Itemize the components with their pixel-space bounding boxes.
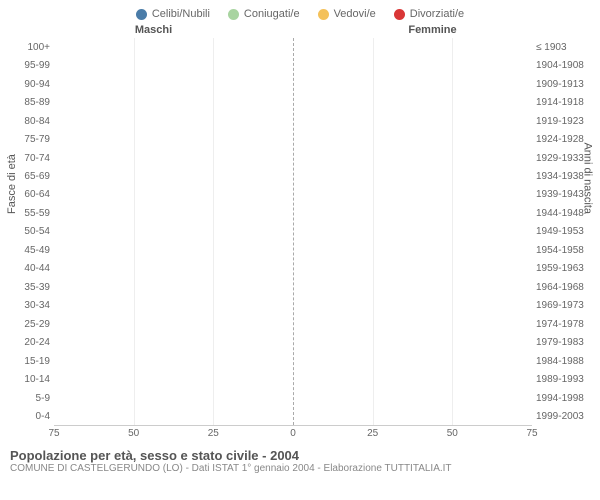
birth-label: 1984-1988: [536, 352, 590, 370]
age-axis: 100+95-9990-9485-8980-8475-7970-7465-696…: [10, 38, 54, 426]
legend-swatch: [318, 9, 329, 20]
age-label: 95-99: [10, 56, 50, 74]
birth-label: 1969-1973: [536, 297, 590, 315]
bars-area: [54, 38, 532, 426]
age-label: 50-54: [10, 223, 50, 241]
birth-label: 1909-1913: [536, 75, 590, 93]
age-label: 0-4: [10, 407, 50, 425]
age-label: 20-24: [10, 334, 50, 352]
age-label: 35-39: [10, 278, 50, 296]
legend-label: Celibi/Nubili: [152, 8, 210, 20]
chart-title: Popolazione per età, sesso e stato civil…: [10, 448, 590, 463]
y-right-title: Anni di nascita: [582, 142, 594, 214]
x-ticks: 7550250255075: [54, 428, 532, 442]
age-label: 5-9: [10, 389, 50, 407]
age-label: 45-49: [10, 241, 50, 259]
chart-source: COMUNE DI CASTELGERUNDO (LO) - Dati ISTA…: [10, 463, 590, 474]
x-tick: 75: [48, 428, 59, 439]
legend-swatch: [228, 9, 239, 20]
legend-label: Coniugati/e: [244, 8, 300, 20]
plot-area: Fasce di età Anni di nascita 100+95-9990…: [10, 38, 590, 426]
footer: Popolazione per età, sesso e stato civil…: [10, 448, 590, 474]
age-label: 75-79: [10, 130, 50, 148]
x-tick: 50: [447, 428, 458, 439]
x-axis: 75 50 25 0 25 50 75: [10, 428, 590, 442]
age-label: 25-29: [10, 315, 50, 333]
birth-label: 1999-2003: [536, 407, 590, 425]
birth-axis: ≤ 19031904-19081909-19131914-19181919-19…: [532, 38, 590, 426]
female-bars: [293, 38, 532, 425]
birth-label: 1949-1953: [536, 223, 590, 241]
legend-item: Vedovi/e: [318, 8, 376, 20]
legend: Celibi/Nubili Coniugati/e Vedovi/e Divorzia…: [10, 8, 590, 20]
male-bars: [54, 38, 293, 425]
birth-label: 1919-1923: [536, 112, 590, 130]
x-tick: 25: [208, 428, 219, 439]
gridline: [134, 38, 135, 425]
legend-item: Coniugati/e: [228, 8, 300, 20]
legend-swatch: [136, 9, 147, 20]
legend-item: Celibi/Nubili: [136, 8, 210, 20]
y-left-title: Fasce di età: [6, 154, 18, 214]
age-label: 40-44: [10, 260, 50, 278]
gridline: [213, 38, 214, 425]
column-headers: Maschi Femmine: [10, 24, 590, 36]
female-header: Femmine: [293, 24, 532, 36]
birth-label: 1974-1978: [536, 315, 590, 333]
gridline: [452, 38, 453, 425]
legend-item: Divorziati/e: [394, 8, 464, 20]
age-label: 15-19: [10, 352, 50, 370]
legend-swatch: [394, 9, 405, 20]
center-line: [293, 38, 294, 425]
x-tick: 0: [290, 428, 296, 439]
x-tick: 50: [128, 428, 139, 439]
population-pyramid-chart: Celibi/Nubili Coniugati/e Vedovi/e Divorzia…: [0, 0, 600, 500]
x-tick: 75: [526, 428, 537, 439]
age-label: 85-89: [10, 93, 50, 111]
age-label: 30-34: [10, 297, 50, 315]
x-tick: 25: [367, 428, 378, 439]
male-header: Maschi: [54, 24, 293, 36]
legend-label: Divorziati/e: [410, 8, 464, 20]
birth-label: ≤ 1903: [536, 38, 590, 56]
birth-label: 1979-1983: [536, 334, 590, 352]
birth-label: 1964-1968: [536, 278, 590, 296]
legend-label: Vedovi/e: [334, 8, 376, 20]
age-label: 90-94: [10, 75, 50, 93]
age-label: 10-14: [10, 370, 50, 388]
birth-label: 1954-1958: [536, 241, 590, 259]
age-label: 100+: [10, 38, 50, 56]
birth-label: 1989-1993: [536, 370, 590, 388]
birth-label: 1914-1918: [536, 93, 590, 111]
birth-label: 1959-1963: [536, 260, 590, 278]
age-label: 80-84: [10, 112, 50, 130]
birth-label: 1904-1908: [536, 56, 590, 74]
birth-label: 1994-1998: [536, 389, 590, 407]
gridline: [373, 38, 374, 425]
